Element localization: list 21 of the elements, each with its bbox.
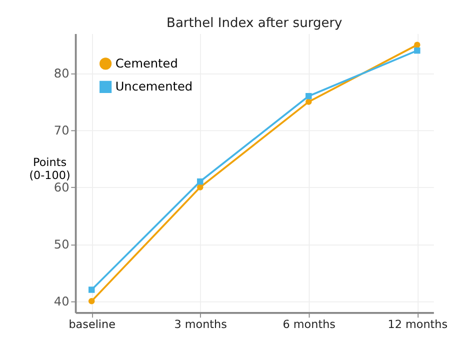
x-tick-label: 12 months [388, 318, 448, 331]
legend-label: Cemented [115, 56, 178, 70]
point [414, 42, 420, 48]
chart-title: Barthel Index after surgery [166, 16, 343, 31]
point [306, 98, 312, 105]
x-tick-label: baseline [68, 318, 116, 331]
y-tick-label: 60 [54, 180, 70, 194]
y-tick-label: 80 [54, 66, 70, 81]
point [414, 47, 420, 54]
y-tick-label: 70 [54, 123, 70, 138]
point [197, 184, 204, 190]
y-tick-label: 50 [54, 237, 70, 252]
point [197, 178, 204, 185]
point [306, 93, 312, 100]
legend-label: Uncemented [115, 80, 193, 94]
x-tick-label: 3 months [174, 318, 228, 331]
y-axis-title: Points (0-100) [29, 156, 70, 182]
x-tick-label: 6 months [282, 318, 336, 331]
point [88, 286, 95, 293]
point [88, 298, 95, 304]
y-tick-label: 40 [54, 294, 70, 308]
